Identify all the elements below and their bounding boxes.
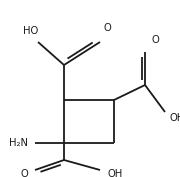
Text: HO: HO bbox=[23, 26, 38, 36]
Text: OH: OH bbox=[170, 113, 180, 123]
Text: O: O bbox=[103, 23, 111, 33]
Text: O: O bbox=[20, 169, 28, 177]
Text: O: O bbox=[152, 35, 160, 45]
Text: H₂N: H₂N bbox=[9, 138, 28, 148]
Text: OH: OH bbox=[108, 169, 123, 177]
